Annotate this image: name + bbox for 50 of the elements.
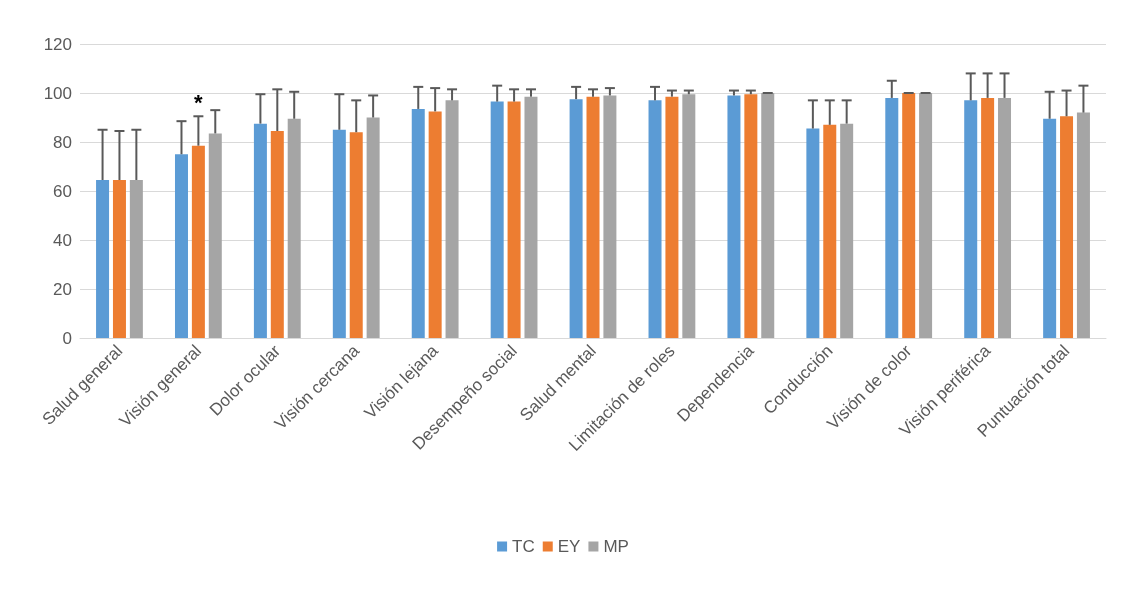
bar <box>270 130 284 338</box>
bar <box>806 128 820 338</box>
bar <box>428 111 442 338</box>
bar <box>981 97 995 338</box>
bar <box>507 101 521 338</box>
y-tick-label: 80 <box>53 132 72 152</box>
bar <box>902 93 916 338</box>
bar <box>208 133 222 338</box>
y-tick-label: 100 <box>43 83 72 103</box>
bar <box>112 179 126 338</box>
y-tick-label: 60 <box>53 181 72 201</box>
bar <box>445 100 459 338</box>
bar <box>885 97 899 338</box>
annotation: * <box>194 90 204 116</box>
bar <box>823 124 837 338</box>
bar <box>919 93 933 338</box>
bar <box>648 100 662 338</box>
legend-label: MP <box>603 537 629 556</box>
bar <box>411 108 425 338</box>
bar <box>761 93 775 338</box>
bar <box>744 94 758 338</box>
bar <box>586 96 600 338</box>
bar <box>174 154 188 338</box>
bar <box>524 96 538 338</box>
bar <box>840 123 854 338</box>
bar <box>191 145 205 338</box>
bar <box>569 99 583 338</box>
bar <box>998 97 1012 338</box>
y-tick-label: 20 <box>53 279 72 299</box>
bar <box>96 179 110 338</box>
bar <box>1076 112 1090 338</box>
bar <box>253 123 267 338</box>
bar <box>129 179 143 338</box>
y-tick-label: 0 <box>62 328 72 348</box>
y-tick-label: 120 <box>43 34 72 54</box>
bar <box>603 95 617 338</box>
bar <box>349 132 363 338</box>
bar <box>964 100 978 338</box>
bar <box>287 118 301 338</box>
legend-label: EY <box>557 537 581 556</box>
bar <box>1060 116 1074 338</box>
bar <box>490 101 504 338</box>
bar <box>1043 118 1057 338</box>
legend-label: TC <box>512 537 535 556</box>
bar <box>366 117 380 338</box>
bar <box>665 96 679 338</box>
bar <box>727 95 741 338</box>
y-tick-label: 40 <box>53 230 72 250</box>
bar <box>332 129 346 338</box>
bar <box>682 94 696 338</box>
